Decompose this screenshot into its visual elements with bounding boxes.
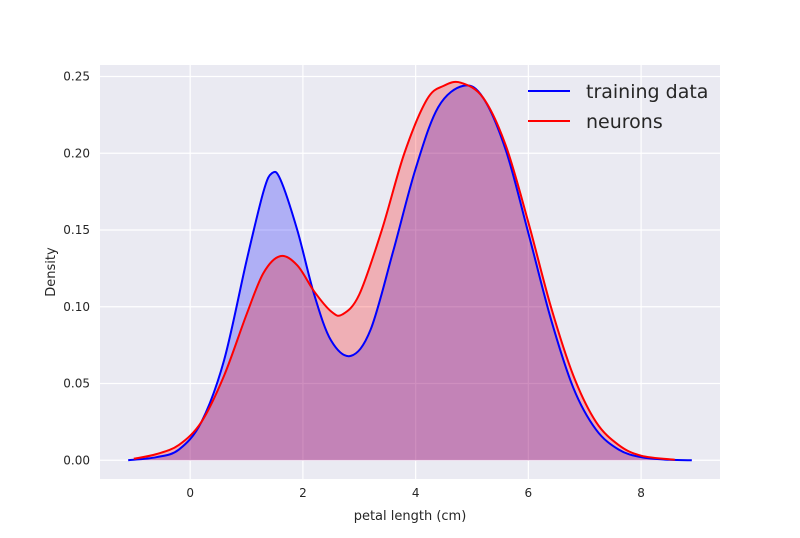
- y-tick-label: 0.10: [63, 300, 90, 314]
- series-fill-0: [128, 85, 692, 461]
- x-tick-label: 8: [637, 486, 645, 500]
- legend-label: training data: [586, 81, 708, 103]
- legend: training data neurons: [528, 81, 708, 133]
- plot-background: [100, 65, 720, 479]
- y-axis-label: Density: [44, 247, 59, 297]
- x-tick-label: 4: [412, 486, 420, 500]
- series-line-1: [133, 80, 676, 461]
- y-tick-label: 0.15: [63, 223, 90, 237]
- density-lines: [128, 80, 692, 462]
- series-fill-1: [133, 81, 675, 461]
- x-tick-label: 6: [525, 486, 533, 500]
- y-tick-labels: 0.00 0.05 0.10 0.15 0.20 0.25: [63, 70, 90, 468]
- density-fills: [128, 81, 692, 461]
- y-tick-label: 0.25: [63, 70, 90, 84]
- x-tick-labels: 0 2 4 6 8: [186, 486, 645, 500]
- series-line-0: [128, 84, 692, 462]
- y-tick-label: 0.05: [63, 377, 90, 391]
- x-axis-label: petal length (cm): [354, 509, 467, 524]
- x-tick-label: 0: [186, 486, 194, 500]
- y-tick-label: 0.00: [63, 453, 90, 467]
- legend-label: neurons: [586, 111, 663, 133]
- y-tick-label: 0.20: [63, 146, 90, 160]
- x-tick-label: 2: [299, 486, 307, 500]
